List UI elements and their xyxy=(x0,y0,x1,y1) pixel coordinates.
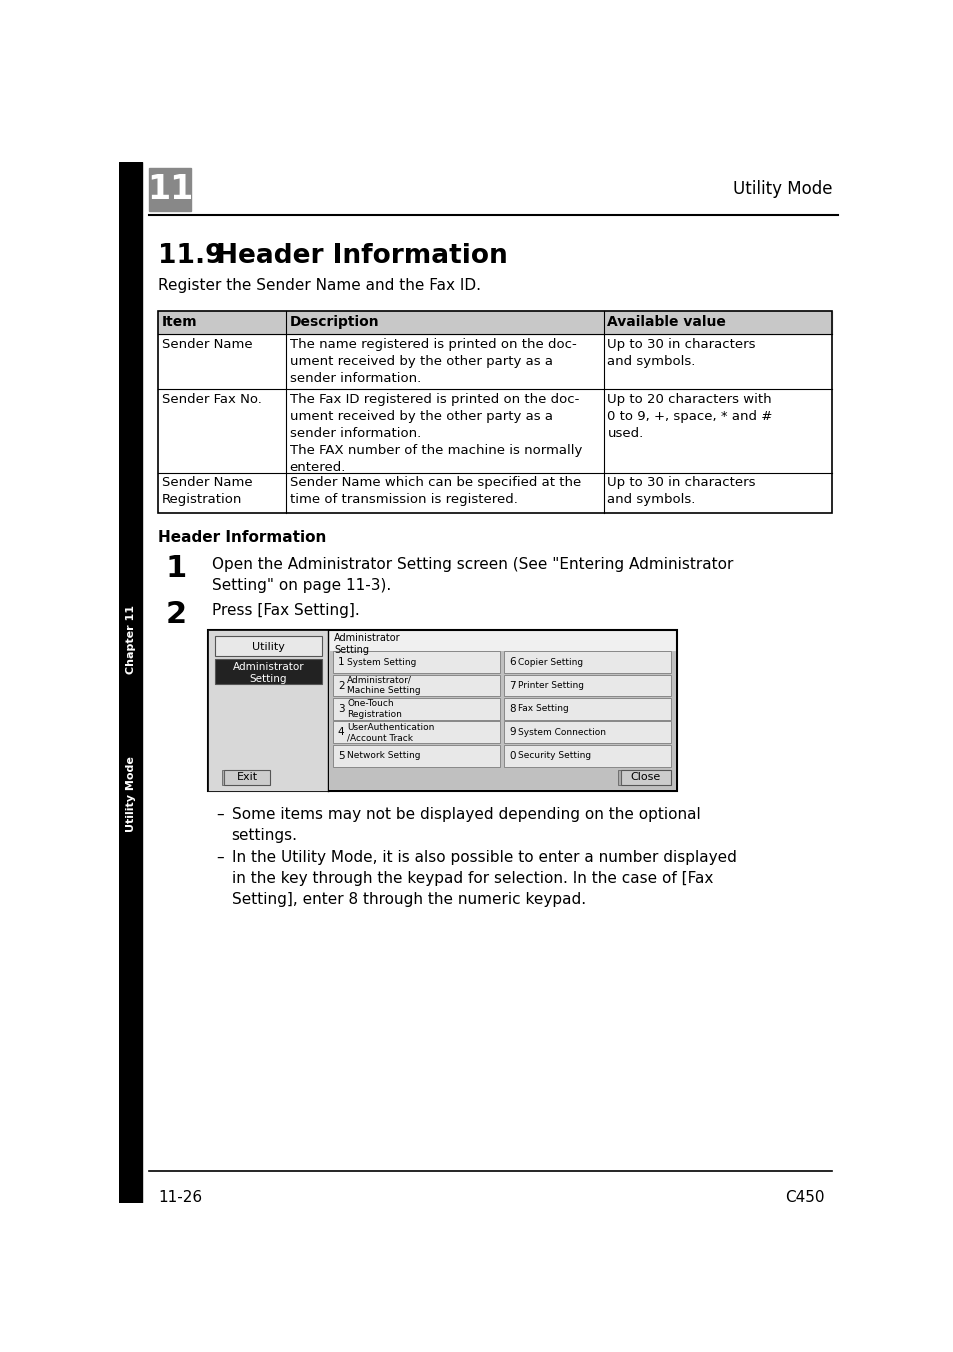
Text: 5: 5 xyxy=(337,750,344,761)
Text: 1: 1 xyxy=(337,657,344,667)
Text: 11-26: 11-26 xyxy=(158,1190,202,1205)
Text: Header Information: Header Information xyxy=(158,530,326,545)
Text: The Fax ID registered is printed on the doc-
ument received by the other party a: The Fax ID registered is printed on the … xyxy=(290,393,581,475)
Text: Administrator
Setting: Administrator Setting xyxy=(334,634,400,656)
Text: Up to 20 characters with
0 to 9, +, space, * and #
used.: Up to 20 characters with 0 to 9, +, spac… xyxy=(607,393,772,441)
Text: 3: 3 xyxy=(337,704,344,714)
Text: Sender Name
Registration: Sender Name Registration xyxy=(162,476,253,507)
Text: Sender Name which can be specified at the
time of transmission is registered.: Sender Name which can be specified at th… xyxy=(290,476,580,507)
Bar xyxy=(333,675,499,696)
Bar xyxy=(333,652,499,673)
Text: Available value: Available value xyxy=(607,315,725,329)
Text: 9: 9 xyxy=(509,727,516,737)
Text: Header Information: Header Information xyxy=(216,243,507,269)
Text: Administrator
Setting: Administrator Setting xyxy=(233,661,304,684)
Text: Some items may not be displayed depending on the optional
settings.: Some items may not be displayed dependin… xyxy=(232,807,700,842)
Bar xyxy=(221,769,224,786)
Text: Copier Setting: Copier Setting xyxy=(517,657,583,667)
Text: 7: 7 xyxy=(509,680,516,691)
Text: Utility: Utility xyxy=(252,642,285,652)
Bar xyxy=(620,769,670,786)
Bar xyxy=(158,311,831,512)
Text: –: – xyxy=(216,807,224,822)
Text: Utility Mode: Utility Mode xyxy=(126,756,135,831)
Text: Register the Sender Name and the Fax ID.: Register the Sender Name and the Fax ID. xyxy=(158,277,480,293)
Text: The name registered is printed on the doc-
ument received by the other party as : The name registered is printed on the do… xyxy=(290,338,576,385)
Bar xyxy=(504,652,670,673)
Bar xyxy=(504,698,670,719)
Text: Exit: Exit xyxy=(236,772,257,783)
Bar xyxy=(208,630,328,791)
Bar xyxy=(224,769,270,786)
Text: 11: 11 xyxy=(147,173,193,206)
Text: Printer Setting: Printer Setting xyxy=(517,681,584,690)
Text: 11.9: 11.9 xyxy=(158,243,223,269)
Text: Administrator/
Machine Setting: Administrator/ Machine Setting xyxy=(347,676,420,695)
Bar xyxy=(333,745,499,767)
Text: Sender Name: Sender Name xyxy=(162,338,253,350)
Text: In the Utility Mode, it is also possible to enter a number displayed
in the key : In the Utility Mode, it is also possible… xyxy=(232,850,736,907)
Text: Item: Item xyxy=(162,315,197,329)
Text: Up to 30 in characters
and symbols.: Up to 30 in characters and symbols. xyxy=(607,338,755,368)
Text: 0: 0 xyxy=(509,750,515,761)
Text: Up to 30 in characters
and symbols.: Up to 30 in characters and symbols. xyxy=(607,476,755,507)
Bar xyxy=(330,652,675,790)
Text: Sender Fax No.: Sender Fax No. xyxy=(162,393,261,406)
Text: Security Setting: Security Setting xyxy=(517,752,591,760)
Text: UserAuthentication
/Account Track: UserAuthentication /Account Track xyxy=(347,723,434,742)
Text: Network Setting: Network Setting xyxy=(347,752,420,760)
Text: Open the Administrator Setting screen (See "Entering Administrator
Setting" on p: Open the Administrator Setting screen (S… xyxy=(212,557,733,594)
Text: 2: 2 xyxy=(337,680,344,691)
Text: Close: Close xyxy=(630,772,660,783)
Bar xyxy=(214,658,322,684)
Bar xyxy=(504,722,670,744)
Text: 4: 4 xyxy=(337,727,344,737)
Text: Chapter 11: Chapter 11 xyxy=(126,606,135,675)
Text: Press [Fax Setting].: Press [Fax Setting]. xyxy=(212,603,359,618)
Text: System Connection: System Connection xyxy=(517,727,606,737)
Text: 6: 6 xyxy=(509,657,516,667)
Bar xyxy=(119,162,142,1203)
Bar xyxy=(333,698,499,719)
Bar xyxy=(158,311,831,334)
Text: System Setting: System Setting xyxy=(347,657,416,667)
Text: Fax Setting: Fax Setting xyxy=(517,704,569,714)
Text: One-Touch
Registration: One-Touch Registration xyxy=(347,699,401,719)
Bar xyxy=(214,635,322,656)
Bar xyxy=(504,745,670,767)
Bar xyxy=(208,630,677,791)
Text: Utility Mode: Utility Mode xyxy=(732,180,831,199)
Text: 2: 2 xyxy=(166,600,187,630)
Bar xyxy=(333,722,499,744)
Bar xyxy=(149,169,192,211)
Text: 1: 1 xyxy=(166,554,187,583)
Text: 8: 8 xyxy=(509,704,516,714)
Text: C450: C450 xyxy=(784,1190,823,1205)
Bar xyxy=(618,769,620,786)
Bar xyxy=(504,675,670,696)
Text: –: – xyxy=(216,850,224,865)
Text: Description: Description xyxy=(290,315,379,329)
